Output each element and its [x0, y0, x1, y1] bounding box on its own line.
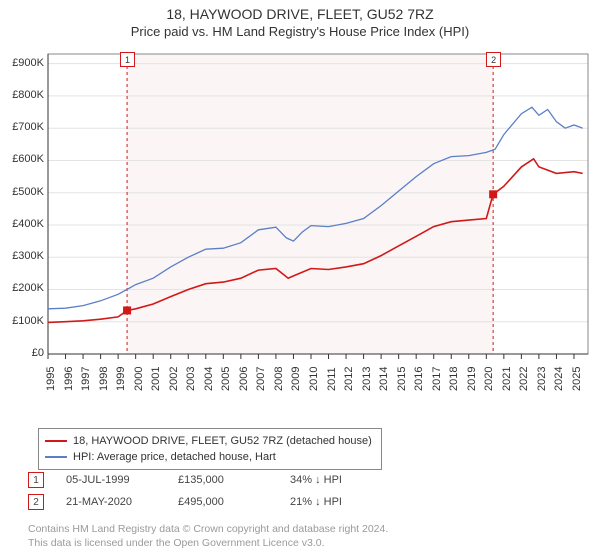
attribution: Contains HM Land Registry data © Crown c…: [28, 522, 388, 550]
x-tick-label: 2024: [553, 367, 565, 391]
sale-row: 2 21-MAY-2020 £495,000 21% ↓ HPI: [28, 494, 380, 510]
x-tick-label: 2015: [396, 367, 408, 391]
y-tick-label: £800K: [4, 89, 44, 101]
sale-price: £495,000: [178, 496, 268, 508]
sale-price: £135,000: [178, 474, 268, 486]
x-tick-label: 2014: [378, 367, 390, 391]
x-tick-label: 2021: [501, 367, 513, 391]
x-tick-label: 1999: [115, 367, 127, 391]
x-tick-label: 2006: [238, 367, 250, 391]
attribution-line2: This data is licensed under the Open Gov…: [28, 536, 388, 550]
x-tick-label: 2012: [343, 367, 355, 391]
y-tick-label: £100K: [4, 315, 44, 327]
x-tick-label: 1996: [63, 367, 75, 391]
legend-swatch: [45, 456, 67, 458]
y-tick-label: £700K: [4, 121, 44, 133]
x-tick-label: 1998: [98, 367, 110, 391]
legend-label: 18, HAYWOOD DRIVE, FLEET, GU52 7RZ (deta…: [73, 435, 372, 447]
x-tick-label: 1995: [45, 367, 57, 391]
x-tick-label: 2025: [571, 367, 583, 391]
event-marker: 1: [120, 52, 135, 67]
x-tick-label: 2008: [273, 367, 285, 391]
sale-delta: 34% ↓ HPI: [290, 474, 380, 486]
x-tick-label: 2018: [448, 367, 460, 391]
sale-marker: 1: [28, 472, 44, 488]
y-tick-label: £200K: [4, 282, 44, 294]
x-tick-label: 2007: [255, 367, 267, 391]
x-tick-label: 2020: [483, 367, 495, 391]
y-tick-label: £500K: [4, 186, 44, 198]
sale-delta: 21% ↓ HPI: [290, 496, 380, 508]
x-tick-label: 2011: [326, 367, 338, 391]
x-tick-label: 2001: [150, 367, 162, 391]
x-tick-label: 2019: [466, 367, 478, 391]
sale-date: 21-MAY-2020: [66, 496, 156, 508]
legend-label: HPI: Average price, detached house, Hart: [73, 451, 276, 463]
legend-row: 18, HAYWOOD DRIVE, FLEET, GU52 7RZ (deta…: [45, 433, 375, 449]
x-tick-label: 2013: [361, 367, 373, 391]
x-tick-label: 2002: [168, 367, 180, 391]
sale-marker: 2: [28, 494, 44, 510]
legend-swatch: [45, 440, 67, 442]
x-tick-label: 1997: [80, 367, 92, 391]
chart-subtitle: Price paid vs. HM Land Registry's House …: [0, 24, 600, 39]
x-tick-label: 2005: [220, 367, 232, 391]
attribution-line1: Contains HM Land Registry data © Crown c…: [28, 522, 388, 536]
x-tick-label: 2016: [413, 367, 425, 391]
x-tick-label: 2023: [536, 367, 548, 391]
x-tick-label: 2009: [290, 367, 302, 391]
x-tick-label: 2010: [308, 367, 320, 391]
y-tick-label: £400K: [4, 218, 44, 230]
y-tick-label: £600K: [4, 153, 44, 165]
x-tick-label: 2000: [133, 367, 145, 391]
x-tick-label: 2022: [518, 367, 530, 391]
chart-title: 18, HAYWOOD DRIVE, FLEET, GU52 7RZ: [0, 6, 600, 22]
y-tick-label: £0: [4, 347, 44, 359]
y-tick-label: £900K: [4, 57, 44, 69]
y-tick-label: £300K: [4, 250, 44, 262]
chart-area: [0, 46, 600, 416]
sale-row: 1 05-JUL-1999 £135,000 34% ↓ HPI: [28, 472, 380, 488]
x-tick-label: 2017: [431, 367, 443, 391]
event-marker: 2: [486, 52, 501, 67]
legend: 18, HAYWOOD DRIVE, FLEET, GU52 7RZ (deta…: [38, 428, 382, 470]
x-tick-label: 2004: [203, 367, 215, 391]
sale-date: 05-JUL-1999: [66, 474, 156, 486]
legend-row: HPI: Average price, detached house, Hart: [45, 449, 375, 465]
x-tick-label: 2003: [185, 367, 197, 391]
